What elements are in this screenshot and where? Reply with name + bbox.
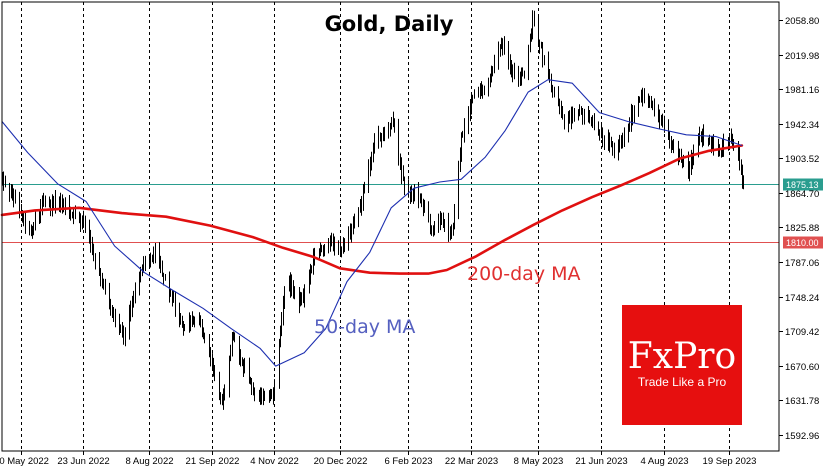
x-tick-label: 23 Jun 2022: [57, 456, 109, 467]
reference-price-tag: [783, 236, 823, 249]
x-tick-label: 10 May 2022: [0, 456, 49, 467]
price-tags-layer: 1875.13 1810.00: [783, 178, 823, 249]
reference-price-label: 1810.00: [786, 238, 819, 248]
y-tick-label: 1825.88: [785, 223, 819, 234]
ma50-line: [1, 79, 743, 367]
y-tick-label: 1942.34: [785, 120, 819, 131]
ma50-label: 50-day MA: [314, 316, 415, 338]
moving-average-layer: [0, 79, 744, 367]
x-tick-label: 8 Aug 2022: [125, 456, 173, 467]
x-tick-label: 4 Nov 2022: [250, 456, 299, 467]
ma200-line: [0, 144, 744, 275]
x-tick-label: 19 Sep 2023: [703, 456, 757, 467]
reference-price-label: 1875.13: [786, 180, 819, 190]
y-tick-label: 1787.06: [785, 258, 819, 269]
ma200-label: 200-day MA: [467, 263, 581, 285]
y-tick-label: 1709.42: [785, 327, 819, 338]
y-tick-label: 1864.70: [785, 189, 819, 200]
y-tick-label: 1903.52: [785, 154, 819, 165]
y-tick-label: 2058.80: [785, 16, 819, 27]
chart-title: Gold, Daily: [325, 12, 454, 36]
fxpro-logo-brand: FxPro: [628, 336, 736, 377]
reference-price-tag: [783, 178, 823, 191]
x-tick-label: 22 Mar 2023: [445, 456, 498, 467]
y-tick-label: 2019.98: [785, 51, 819, 62]
x-tick-label: 21 Sep 2022: [186, 456, 240, 467]
plot-frame: [1, 1, 780, 452]
x-tick-label: 4 Aug 2023: [640, 456, 688, 467]
price-bars-layer: [2, 10, 744, 410]
fxpro-logo-box: [622, 305, 742, 425]
date-axis: 10 May 2022 23 Jun 2022 8 Aug 2022 21 Sep 2…: [0, 451, 756, 467]
y-tick-label: 1981.16: [785, 85, 819, 96]
x-tick-label: 20 Dec 2022: [314, 456, 368, 467]
y-tick-label: 1748.24: [785, 293, 819, 304]
x-tick-label: 8 May 2023: [514, 456, 564, 467]
x-tick-label: 6 Feb 2023: [384, 456, 432, 467]
y-tick-label: 1592.96: [785, 431, 819, 442]
price-axis: 2058.80 2019.98 1981.16 1942.34 1903.52 1864.…: [779, 16, 819, 442]
x-tick-label: 21 Jun 2023: [575, 456, 627, 467]
y-tick-label: 1631.78: [785, 396, 819, 407]
reference-lines-layer: [2, 184, 779, 243]
fxpro-logo-tagline: Trade Like a Pro: [638, 375, 727, 389]
y-tick-label: 1670.60: [785, 362, 819, 373]
fxpro-logo: FxPro Trade Like a Pro: [622, 305, 742, 425]
